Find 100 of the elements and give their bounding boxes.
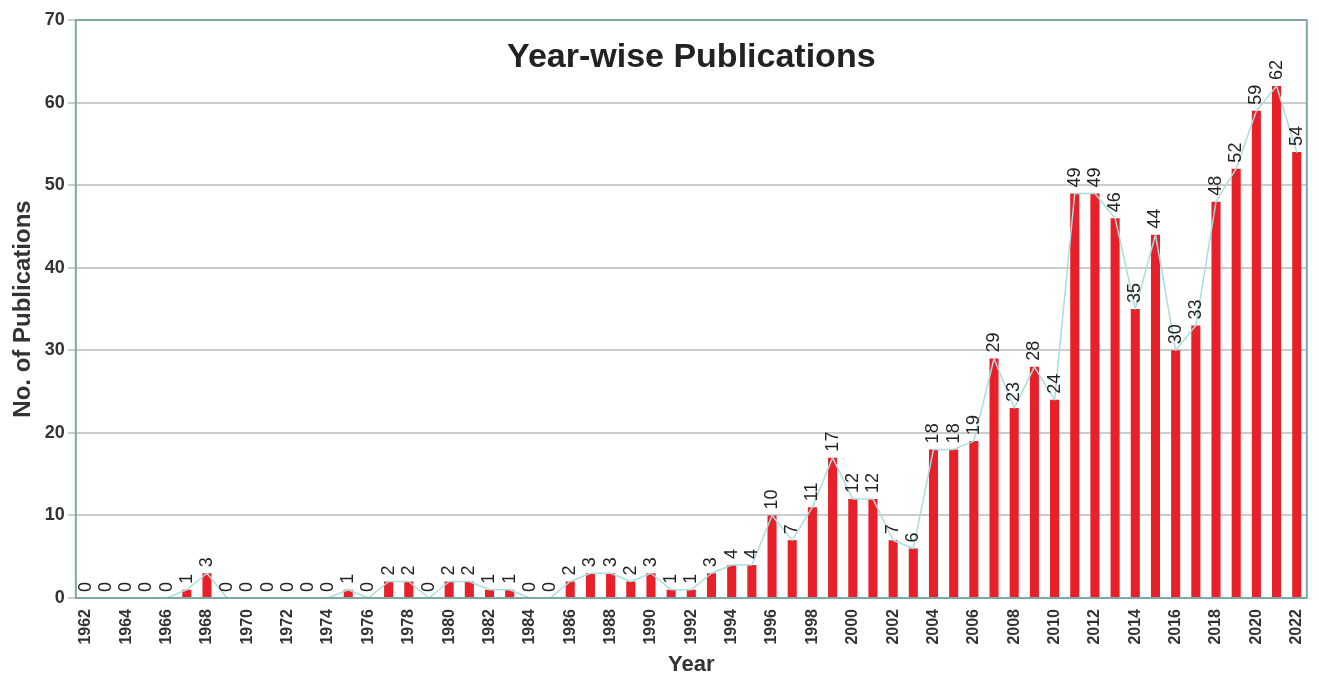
x-tick-label: 2018 (1206, 608, 1224, 645)
x-tick-label: 2012 (1085, 608, 1103, 645)
bar (1110, 218, 1120, 598)
y-tick-label: 30 (44, 339, 65, 360)
data-label: 7 (882, 524, 903, 535)
bar (585, 573, 595, 598)
y-tick-label: 20 (44, 421, 65, 442)
data-label: 0 (256, 581, 277, 593)
x-tick-label: 1968 (197, 608, 215, 645)
data-label: 10 (761, 489, 782, 510)
bar (1231, 168, 1241, 598)
bar (1251, 110, 1261, 598)
x-tick-label: 1986 (560, 608, 578, 645)
x-tick-label: 1998 (802, 608, 820, 645)
x-tick-label: 1978 (399, 608, 417, 645)
bar (1009, 408, 1019, 598)
data-label: 2 (377, 565, 398, 576)
x-tick-label: 2020 (1246, 608, 1264, 645)
y-axis-title: No. of Publications (8, 200, 36, 418)
bar (989, 358, 999, 598)
data-label: 2 (458, 565, 479, 576)
bar (666, 589, 676, 598)
data-label: 0 (276, 581, 297, 593)
data-label: 24 (1043, 373, 1064, 394)
data-label: 1 (337, 573, 358, 584)
x-tick-label: 1966 (157, 608, 175, 645)
bar (626, 581, 636, 598)
bar (969, 441, 979, 598)
bar (747, 564, 757, 598)
y-tick-label: 60 (44, 91, 65, 112)
data-label: 12 (841, 472, 862, 493)
bar (1171, 350, 1181, 598)
data-label: 1 (660, 573, 681, 584)
x-tick-label: 2014 (1125, 608, 1143, 645)
data-label: 0 (518, 581, 539, 593)
bar (565, 581, 575, 598)
data-label: 4 (740, 548, 761, 559)
data-label: 23 (1003, 382, 1024, 403)
bar (928, 449, 939, 598)
x-tick-label: 1994 (722, 608, 740, 645)
bar (727, 564, 737, 598)
x-tick-label: 1970 (237, 608, 255, 645)
x-tick-label: 2008 (1004, 608, 1022, 645)
x-tick-label: 1976 (358, 608, 376, 645)
bar (202, 573, 212, 598)
data-label: 49 (1063, 167, 1084, 188)
y-tick-label: 40 (44, 256, 65, 277)
data-label: 33 (1184, 299, 1205, 320)
bar (1150, 234, 1161, 598)
data-label: 0 (135, 581, 156, 593)
bar (606, 573, 616, 598)
data-label: 0 (357, 581, 378, 593)
x-tick-label: 1980 (439, 608, 457, 645)
x-tick-label: 1984 (520, 608, 538, 645)
data-label: 52 (1225, 142, 1246, 163)
data-label: 0 (296, 581, 317, 593)
y-tick-label: 0 (54, 586, 65, 607)
data-label: 1 (175, 573, 196, 584)
bar (1211, 201, 1221, 598)
bar (787, 540, 797, 598)
bar (1292, 152, 1302, 598)
data-label: 17 (821, 431, 842, 452)
data-label: 29 (983, 332, 1003, 353)
data-label: 3 (599, 557, 620, 568)
bar (908, 548, 918, 598)
bar (767, 515, 777, 598)
data-label: 46 (1104, 192, 1125, 213)
data-label: 62 (1265, 60, 1286, 81)
data-label: 3 (195, 557, 216, 568)
bar (1090, 193, 1100, 598)
bar (1130, 309, 1140, 598)
data-label: 18 (922, 423, 943, 444)
data-label: 6 (902, 532, 923, 543)
data-label: 59 (1245, 84, 1266, 105)
data-label: 30 (1164, 324, 1185, 345)
bar (646, 573, 656, 598)
bar (949, 449, 959, 598)
data-label: 1 (498, 573, 519, 584)
x-tick-label: 2000 (843, 608, 861, 645)
bar (807, 507, 817, 598)
x-tick-label: 1990 (641, 608, 659, 645)
y-tick-label: 70 (44, 8, 65, 29)
data-label: 0 (417, 581, 438, 593)
bar (1070, 193, 1080, 598)
data-label: 3 (579, 557, 600, 568)
data-label: 0 (74, 581, 95, 593)
bar (1272, 86, 1282, 598)
x-tick-label: 1992 (681, 608, 699, 645)
data-label: 2 (619, 565, 640, 576)
data-label: 1 (478, 573, 499, 584)
data-label: 7 (781, 524, 802, 535)
x-axis-title: Year (668, 650, 715, 676)
bar (384, 581, 394, 598)
x-tick-label: 1996 (762, 608, 780, 645)
text: Year-wise Publications (507, 36, 876, 75)
data-label: 2 (559, 565, 580, 576)
data-label: 11 (801, 482, 822, 502)
y-tick-label: 10 (44, 504, 65, 525)
data-label: 2 (438, 565, 459, 576)
x-tick-label: 1974 (318, 608, 336, 645)
